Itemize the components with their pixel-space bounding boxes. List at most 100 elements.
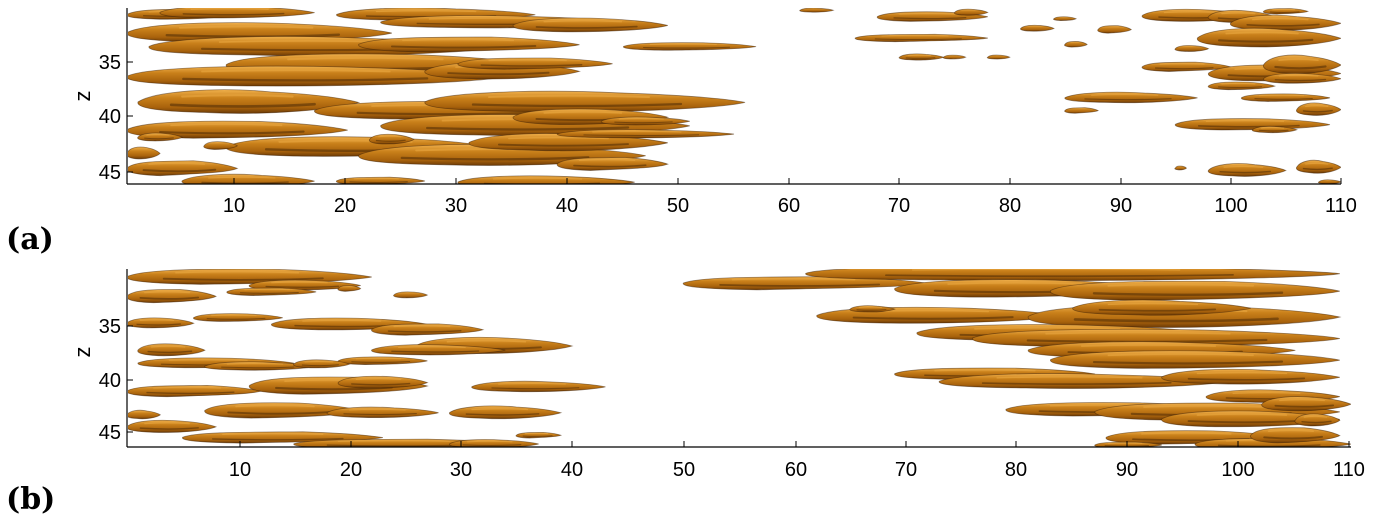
- structure-shading: [139, 427, 199, 430]
- structure-highlight: [201, 69, 391, 73]
- structure-streak: [1020, 24, 1055, 32]
- structure-shading: [206, 317, 266, 320]
- structure-shading: [1274, 65, 1327, 70]
- x-tick-label: 80: [999, 195, 1021, 217]
- y-tick-label: 45: [99, 162, 121, 184]
- structure-streak: [1174, 165, 1188, 171]
- structure-streak: [128, 409, 162, 420]
- structure-highlight: [179, 25, 314, 29]
- structure-shading: [573, 164, 647, 168]
- structure-streak: [128, 146, 161, 160]
- structure-shading: [162, 277, 324, 281]
- structure-highlight: [244, 288, 290, 291]
- x-tick-label: 30: [450, 459, 472, 481]
- structure-shading: [719, 283, 881, 287]
- structure-highlight: [1278, 58, 1319, 62]
- structure-streak: [337, 285, 362, 292]
- structure-shading: [301, 364, 339, 367]
- x-tick-label: 50: [673, 459, 695, 481]
- x-tick-label: 60: [778, 195, 800, 217]
- structure-highlight: [1252, 17, 1309, 21]
- x-tick-label: 60: [785, 459, 807, 481]
- structure-shading: [852, 316, 1014, 320]
- x-tick-label: 10: [229, 459, 251, 481]
- structure-shading: [1219, 170, 1272, 174]
- structure-shading: [1104, 444, 1149, 447]
- structure-shading: [1217, 444, 1321, 447]
- structure-shading: [1254, 97, 1313, 100]
- structure-highlight: [1258, 94, 1304, 97]
- structure-shading: [1301, 420, 1332, 424]
- structure-streak: [1196, 27, 1341, 48]
- y-tick-label: 45: [99, 422, 121, 444]
- structure-highlight: [543, 20, 623, 23]
- structure-highlight: [911, 269, 1181, 271]
- structure-highlight: [578, 158, 636, 162]
- x-tick-label: 110: [1333, 459, 1365, 481]
- structure-shading: [905, 57, 936, 59]
- panel-b-structures: [128, 269, 1351, 447]
- structure-highlight: [649, 43, 717, 45]
- structure-streak: [128, 419, 218, 433]
- y-tick-label: 35: [99, 316, 121, 338]
- structure-highlight: [996, 376, 1143, 379]
- structure-shading: [169, 102, 316, 108]
- structure-highlight: [1221, 82, 1256, 85]
- structure-shading: [1092, 360, 1284, 365]
- structure-shading: [981, 381, 1172, 385]
- structure-highlight: [1205, 119, 1285, 122]
- structure-highlight: [208, 176, 276, 179]
- x-tick-label: 70: [888, 195, 910, 217]
- structure-highlight: [144, 422, 190, 425]
- structure-shading: [535, 25, 638, 29]
- structure-shading: [447, 71, 550, 76]
- structure-shading: [874, 38, 962, 41]
- structure-shading: [1269, 11, 1300, 13]
- structure-highlight: [592, 130, 682, 133]
- structure-highlight: [271, 281, 328, 284]
- structure-highlight: [1143, 404, 1268, 408]
- structure-shading: [643, 46, 731, 49]
- structure-highlight: [353, 177, 399, 180]
- structure-highlight: [881, 34, 949, 37]
- y-tick-label: 40: [99, 370, 121, 392]
- structure-shading: [491, 387, 580, 390]
- structure-shading: [426, 126, 630, 131]
- structure-highlight: [1141, 432, 1232, 435]
- structure-highlight: [1221, 12, 1256, 15]
- structure-highlight: [153, 386, 222, 389]
- structure-highlight: [393, 325, 451, 328]
- structure-streak: [326, 406, 439, 418]
- structure-highlight: [148, 162, 206, 165]
- structure-highlight: [1278, 74, 1319, 77]
- structure-shading: [221, 366, 295, 369]
- structure-streak: [449, 405, 563, 420]
- structure-streak: [805, 269, 1340, 281]
- structure-highlight: [398, 346, 466, 348]
- structure-highlight: [446, 339, 527, 343]
- structure-streak: [1064, 41, 1088, 48]
- structure-highlight: [302, 319, 382, 322]
- structure-shading: [182, 77, 429, 82]
- structure-shading: [1274, 404, 1335, 408]
- x-tick-label: 40: [556, 195, 578, 217]
- panel-a-ticks: 10 20 30 40 50 60 70 80 90 100 110 35 40 45 z: [70, 52, 1357, 217]
- structure-highlight: [375, 10, 477, 13]
- structure-shading: [400, 156, 590, 161]
- structure-highlight: [287, 56, 444, 61]
- structure-streak: [556, 129, 735, 139]
- x-tick-label: 10: [223, 195, 245, 217]
- y-tick-label: 35: [99, 52, 121, 74]
- structure-highlight: [1107, 302, 1199, 306]
- structure-highlight: [1279, 398, 1325, 402]
- structure-streak: [203, 141, 239, 150]
- structure-shading: [480, 64, 583, 67]
- structure-shading: [144, 137, 174, 140]
- x-tick-label: 90: [1110, 195, 1132, 217]
- structure-shading: [139, 296, 200, 300]
- structure-highlight: [492, 177, 583, 180]
- structure-highlight: [226, 363, 284, 365]
- structure-highlight: [175, 270, 300, 274]
- structure-shading: [1302, 109, 1333, 113]
- structure-highlight: [337, 440, 451, 442]
